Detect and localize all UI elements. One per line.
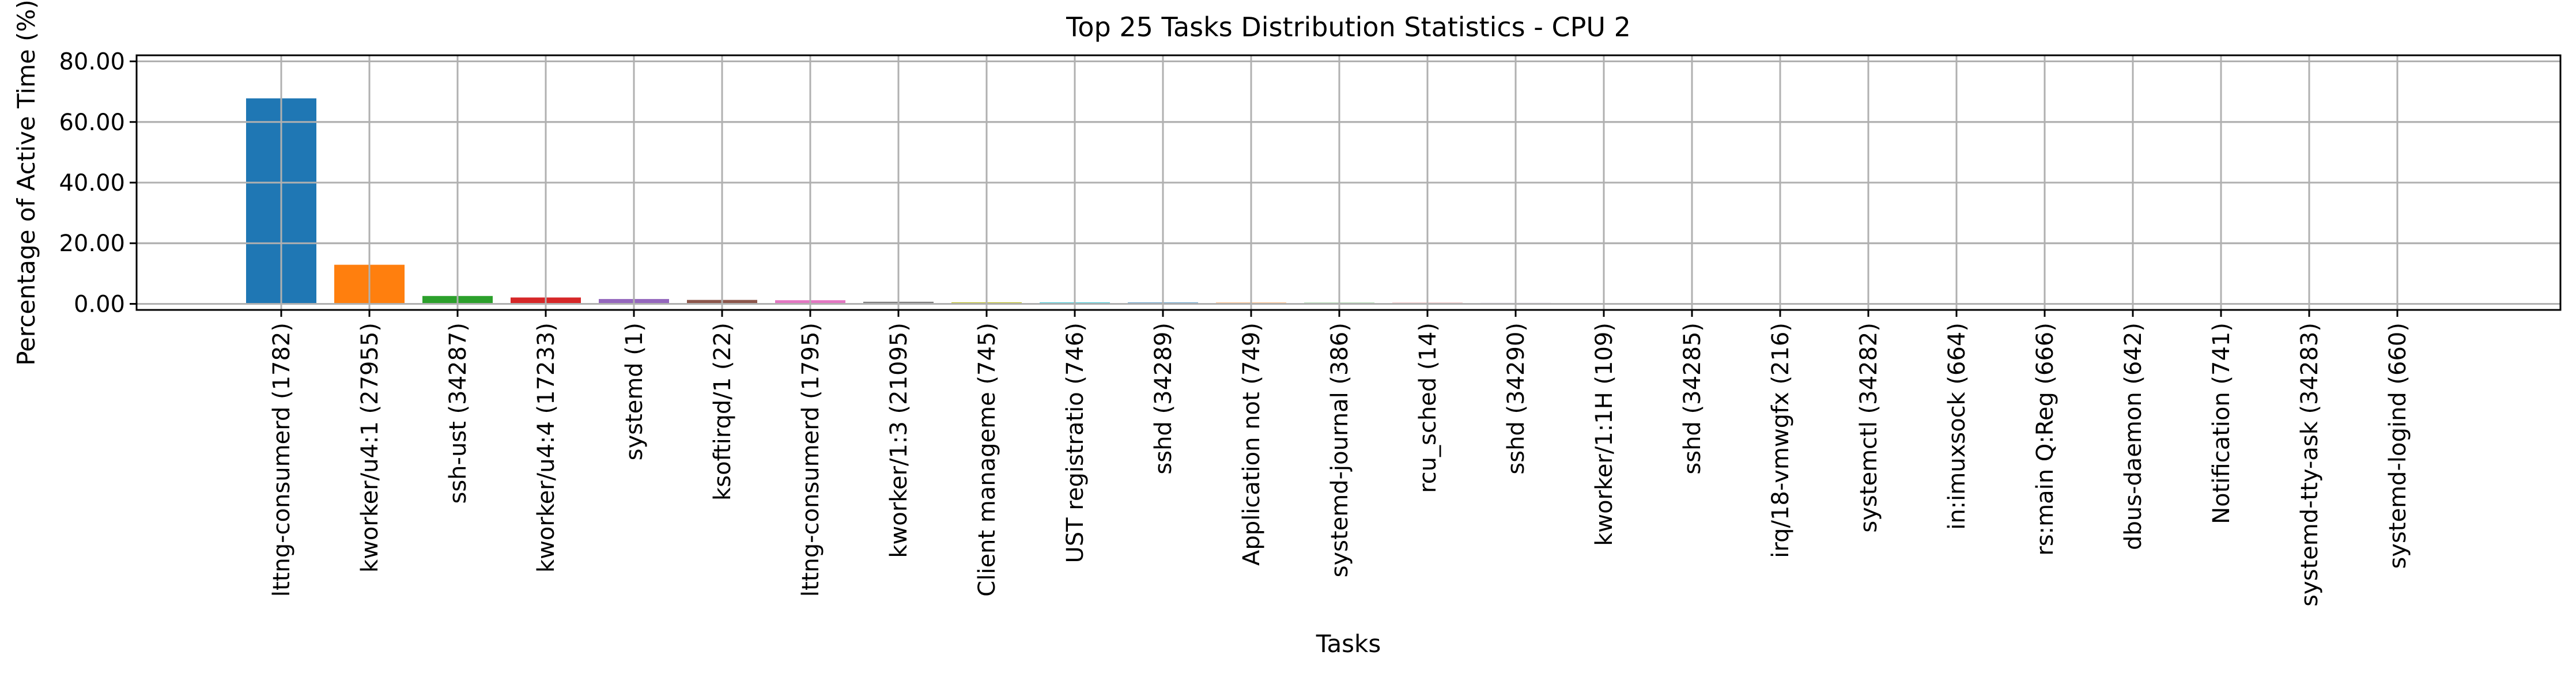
x-axis-ticks: lttng-consumerd (1782) kworker/u4:1 (2795… [269,310,2411,607]
y-tick-label: 60.00 [59,109,125,136]
y-axis-label: Percentage of Active Time (%) [12,0,40,366]
x-tick-label: ssh-ust (34287) [445,323,471,504]
x-tick-label: lttng-consumerd (1782) [269,323,295,597]
x-tick-label: sshd (34289) [1150,323,1177,475]
x-axis-label: Tasks [1316,630,1381,658]
x-tick-label: rcu_sched (14) [1415,323,1441,493]
x-tick-label: systemd-logind (660) [2385,323,2411,569]
x-tick-label: systemd (1) [621,323,648,460]
x-tick-label: kworker/u4:4 (17233) [533,323,560,573]
x-tick-label: sshd (34290) [1503,323,1529,475]
x-tick-label: ksoftirqd/1 (22) [709,323,736,501]
x-tick-label: systemd-tty-ask (34283) [2297,323,2323,607]
x-tick-label: UST registratio (746) [1062,323,1089,563]
x-tick-label: in:imuxsock (664) [1944,323,1970,530]
x-tick-label: systemctl (34282) [1856,323,1882,533]
bars [137,55,2560,310]
x-tick-label: kworker/u4:1 (27955) [357,323,383,573]
x-tick-label: Client manageme (745) [974,323,1000,597]
y-tick-label: 40.00 [59,170,125,196]
y-tick-label: 20.00 [59,230,125,257]
x-tick-label: Notification (741) [2208,323,2235,524]
x-tick-label: sshd (34285) [1679,323,1706,475]
y-tick-label: 80.00 [59,49,125,75]
chart-title: Top 25 Tasks Distribution Statistics - C… [1066,12,1631,43]
x-tick-label: rs:main Q:Reg (666) [2032,323,2058,556]
x-tick-label: kworker/1:3 (21095) [886,323,912,558]
x-tick-label: irq/18-vmwgfx (216) [1767,323,1794,558]
x-tick-label: lttng-consumerd (1795) [798,323,824,597]
y-tick-label: 0.00 [74,291,125,317]
y-axis-ticks: 0.00 20.00 40.00 60.00 80.00 [59,49,137,317]
x-tick-label: kworker/1:1H (109) [1591,323,1618,546]
x-tick-label: systemd-journal (386) [1327,323,1353,577]
x-tick-label: Application not (749) [1238,323,1265,566]
x-tick-label: dbus-daemon (642) [2120,323,2147,550]
